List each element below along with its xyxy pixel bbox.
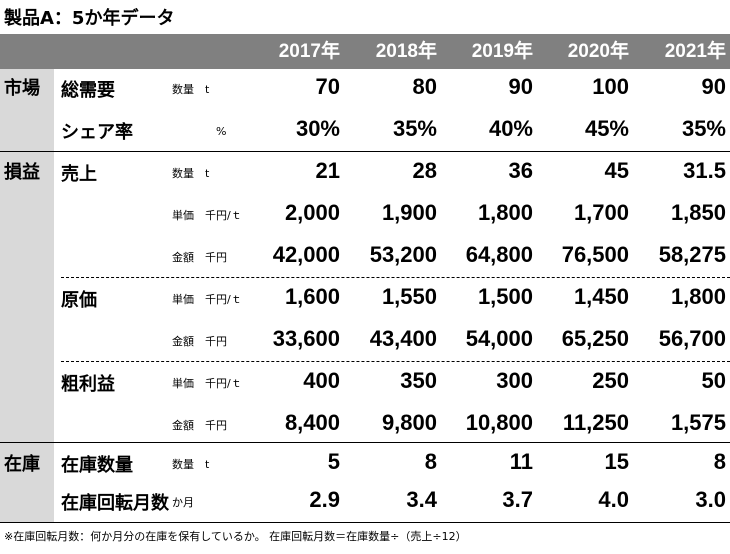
section-band: [0, 151, 54, 442]
year-header: 2021年: [664, 41, 726, 62]
unit-label: 単価 千円/ｔ: [172, 209, 242, 222]
row-label: 売上: [61, 164, 97, 185]
table-cell: 11,250: [562, 410, 629, 435]
table-cell: 53,200: [369, 242, 437, 267]
table-cell: 1,450: [573, 284, 629, 309]
table-cell: 35%: [681, 116, 726, 141]
table-cell: 64,800: [465, 242, 533, 267]
year-header: 2018年: [375, 41, 437, 62]
table-title: 製品A：5か年データ: [4, 8, 175, 29]
table-cell: 2,000: [284, 200, 340, 225]
table-cell: 50: [701, 368, 726, 393]
header-row: [0, 34, 730, 69]
row-label: 在庫数量: [61, 455, 133, 476]
unit-label: 金額 千円: [172, 335, 227, 348]
row-label: 総需要: [61, 80, 115, 101]
table-cell: 90: [701, 74, 726, 99]
table-cell: 1,600: [284, 284, 340, 309]
table-cell: 33,600: [272, 326, 340, 351]
table-cell: 400: [303, 368, 340, 393]
table-cell: 1,900: [381, 200, 437, 225]
table-cell: 1,850: [670, 200, 726, 225]
table-cell: 1,800: [477, 200, 533, 225]
section-label: 市場: [4, 78, 40, 99]
table-cell: 45%: [584, 116, 629, 141]
year-header: 2019年: [471, 41, 533, 62]
table-cell: 36: [508, 158, 533, 183]
table-cell: 21: [315, 158, 340, 183]
unit-label: 数量 t: [172, 167, 210, 180]
section-label: 在庫: [4, 454, 40, 475]
table-cell: 35%: [392, 116, 437, 141]
table-cell: 8,400: [284, 410, 340, 435]
table-cell: 28: [412, 158, 437, 183]
table-cell: 43,400: [369, 326, 437, 351]
table-cell: 56,700: [658, 326, 726, 351]
row-label: 在庫回転月数: [61, 493, 169, 514]
unit-label: %: [172, 125, 227, 138]
table-cell: 76,500: [561, 242, 629, 267]
table-cell: 42,000: [272, 242, 340, 267]
table-cell: 9,800: [381, 410, 437, 435]
table-cell: 70: [315, 74, 340, 99]
table-cell: 250: [592, 368, 629, 393]
table-cell: 8: [424, 449, 437, 474]
table-cell: 1,800: [670, 284, 726, 309]
table-cell: 58,275: [658, 242, 726, 267]
section-band: [0, 69, 54, 151]
table-cell: 1,700: [573, 200, 629, 225]
table-cell: 3.7: [502, 487, 533, 512]
row-label: シェア率: [61, 122, 133, 143]
table-cell: 100: [592, 74, 629, 99]
divider-line: [61, 361, 730, 362]
unit-label: 数量 t: [172, 458, 210, 471]
footnote: ※在庫回転月数：何か月分の在庫を保有しているか。 在庫回転月数＝在庫数量÷（売上…: [4, 530, 467, 543]
table-cell: 8: [713, 449, 726, 474]
table-cell: 1,500: [477, 284, 533, 309]
table-cell: 15: [604, 449, 629, 474]
table-cell: 54,000: [465, 326, 533, 351]
unit-label: 単価 千円/ｔ: [172, 377, 242, 390]
divider-line: [0, 442, 730, 443]
table-cell: 1,550: [381, 284, 437, 309]
table-cell: 3.0: [695, 487, 726, 512]
table-cell: 2.9: [309, 487, 340, 512]
table-cell: 350: [400, 368, 437, 393]
table-cell: 30%: [295, 116, 340, 141]
table-cell: 4.0: [598, 487, 629, 512]
divider-line: [0, 151, 730, 152]
table-cell: 11: [509, 449, 533, 474]
table-cell: 45: [604, 158, 629, 183]
section-band: [0, 442, 54, 522]
table-cell: 80: [412, 74, 437, 99]
table-cell: 10,800: [465, 410, 533, 435]
section-label: 損益: [4, 162, 40, 183]
table-cell: 300: [496, 368, 533, 393]
unit-label: 数量 t: [172, 83, 210, 96]
table-cell: 40%: [488, 116, 533, 141]
unit-label: か月: [172, 496, 194, 509]
unit-label: 金額 千円: [172, 251, 227, 264]
table-cell: 65,250: [561, 326, 629, 351]
year-header: 2020年: [567, 41, 629, 62]
table-cell: 5: [327, 449, 340, 474]
divider-line: [0, 522, 730, 523]
unit-label: 単価 千円/ｔ: [172, 293, 242, 306]
unit-label: 金額 千円: [172, 419, 227, 432]
table-cell: 3.4: [406, 487, 437, 512]
row-label: 原価: [61, 290, 97, 311]
table-cell: 1,575: [670, 410, 726, 435]
divider-line: [61, 277, 730, 278]
table-cell: 31.5: [683, 158, 726, 183]
table-cell: 90: [508, 74, 533, 99]
year-header: 2017年: [278, 41, 340, 62]
row-label: 粗利益: [61, 374, 115, 395]
